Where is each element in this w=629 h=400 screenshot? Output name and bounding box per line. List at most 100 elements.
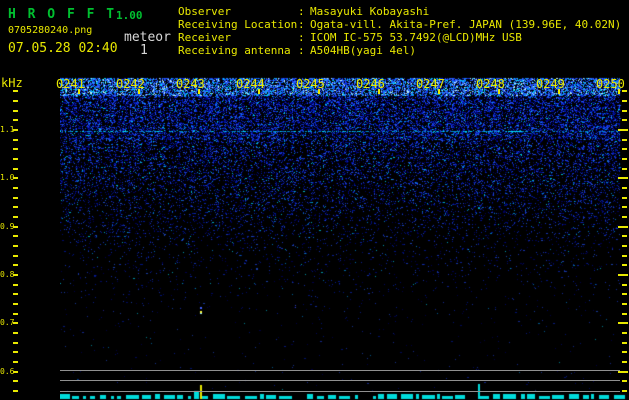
observation-mode: meteor	[124, 30, 171, 45]
freq-label: 1.1	[0, 125, 15, 134]
freq-minor-tick-left	[13, 99, 18, 102]
freq-major-tick-right	[618, 177, 628, 180]
freq-label: 1.0	[0, 173, 15, 183]
time-tick	[558, 89, 560, 94]
time-label: 0244	[236, 77, 265, 91]
freq-minor-tick-left	[13, 380, 18, 383]
time-tick	[318, 89, 320, 94]
freq-minor-tick-right	[622, 293, 627, 296]
freq-major-tick-left	[13, 177, 18, 180]
freq-minor-tick-left	[13, 245, 18, 248]
freq-minor-tick-left	[13, 254, 18, 257]
freq-minor-tick-left	[13, 216, 18, 218]
time-tick	[438, 89, 440, 94]
station-info-label: Receiving antenna	[178, 44, 291, 57]
station-info-label: Observer	[178, 5, 231, 18]
freq-minor-tick-right	[622, 109, 627, 112]
freq-minor-tick-left	[13, 138, 18, 141]
freq-minor-tick-right	[622, 254, 627, 257]
time-tick	[78, 89, 80, 94]
freq-major-tick-left	[13, 225, 18, 228]
freq-unit-label: kHz	[1, 76, 23, 90]
freq-minor-tick-left	[13, 332, 18, 335]
time-tick	[498, 89, 500, 94]
station-info-value: Masayuki Kobayashi	[310, 5, 430, 18]
freq-minor-tick-right	[622, 380, 627, 383]
freq-major-tick-right	[618, 128, 628, 131]
time-label: 0241	[56, 77, 85, 91]
freq-minor-tick-right	[622, 90, 627, 93]
freq-minor-tick-left	[13, 206, 18, 209]
freq-minor-tick-left	[13, 119, 18, 122]
freq-minor-tick-right	[622, 235, 627, 238]
time-label: 0245	[296, 77, 325, 91]
meter-line	[60, 391, 620, 392]
meter-line	[60, 370, 620, 371]
station-info-separator: :	[298, 18, 305, 31]
freq-minor-tick-right	[622, 187, 627, 189]
station-info-separator: :	[298, 5, 305, 18]
freq-minor-tick-left	[13, 293, 18, 296]
freq-minor-tick-right	[622, 390, 627, 393]
freq-minor-tick-left	[13, 148, 18, 151]
freq-minor-tick-left	[13, 196, 18, 199]
time-label: 0242	[116, 77, 145, 91]
freq-minor-tick-right	[622, 245, 627, 248]
freq-minor-tick-left	[13, 187, 18, 189]
freq-minor-tick-right	[622, 157, 627, 160]
freq-major-tick-left	[13, 274, 18, 277]
time-tick	[258, 89, 260, 94]
freq-minor-tick-right	[622, 283, 627, 286]
output-filename: 0705280240.png	[8, 25, 93, 36]
time-label: 0248	[476, 77, 505, 91]
freq-label: 0.7	[0, 318, 15, 328]
echo-count: 1	[140, 43, 148, 58]
station-info-separator: :	[298, 31, 305, 44]
freq-minor-tick-right	[622, 99, 627, 102]
freq-minor-tick-left	[13, 341, 18, 344]
station-info-value: ICOM IC-575 53.7492(@LCD)MHz USB	[310, 31, 522, 44]
freq-minor-tick-right	[622, 332, 627, 335]
app-title: H R O F F T	[8, 7, 117, 22]
freq-major-tick-left	[13, 322, 18, 325]
freq-minor-tick-left	[13, 312, 18, 315]
station-info-value: Ogata-vill. Akita-Pref. JAPAN (139.96E, …	[310, 18, 622, 31]
time-label: 0249	[536, 77, 565, 91]
time-tick	[618, 89, 620, 94]
freq-minor-tick-right	[622, 138, 627, 141]
time-label: 0247	[416, 77, 445, 91]
station-info-label: Receiver	[178, 31, 231, 44]
freq-minor-tick-right	[622, 148, 627, 151]
freq-minor-tick-left	[13, 235, 18, 238]
time-label: 0243	[176, 77, 205, 91]
freq-minor-tick-right	[622, 264, 627, 267]
app-version: 1.00	[116, 9, 143, 22]
freq-minor-tick-right	[622, 303, 627, 306]
freq-major-tick-left	[13, 370, 18, 373]
freq-major-tick-right	[618, 274, 628, 277]
time-tick	[138, 89, 140, 94]
observation-datetime: 07.05.28 02:40	[8, 41, 118, 56]
freq-minor-tick-left	[13, 109, 18, 112]
station-info-label: Receiving Location	[178, 18, 298, 31]
freq-label: 0.9	[0, 221, 15, 231]
freq-minor-tick-left	[13, 390, 18, 393]
freq-minor-tick-left	[13, 157, 18, 160]
freq-minor-tick-right	[622, 351, 627, 354]
freq-major-tick-right	[618, 370, 628, 373]
freq-minor-tick-right	[622, 341, 627, 344]
time-tick	[378, 89, 380, 94]
freq-minor-tick-left	[13, 361, 18, 364]
time-label: 0250	[596, 77, 625, 91]
freq-minor-tick-right	[622, 167, 627, 170]
freq-label: 0.8	[0, 270, 15, 280]
station-info-row: Receiver: ICOM IC-575 53.7492(@LCD)MHz US…	[178, 31, 621, 44]
freq-major-tick-right	[618, 322, 628, 325]
freq-minor-tick-right	[622, 312, 627, 315]
freq-major-tick-left	[13, 128, 18, 131]
freq-minor-tick-left	[13, 264, 18, 267]
meter-line	[60, 380, 620, 381]
freq-minor-tick-left	[13, 90, 18, 93]
freq-minor-tick-right	[622, 216, 627, 218]
